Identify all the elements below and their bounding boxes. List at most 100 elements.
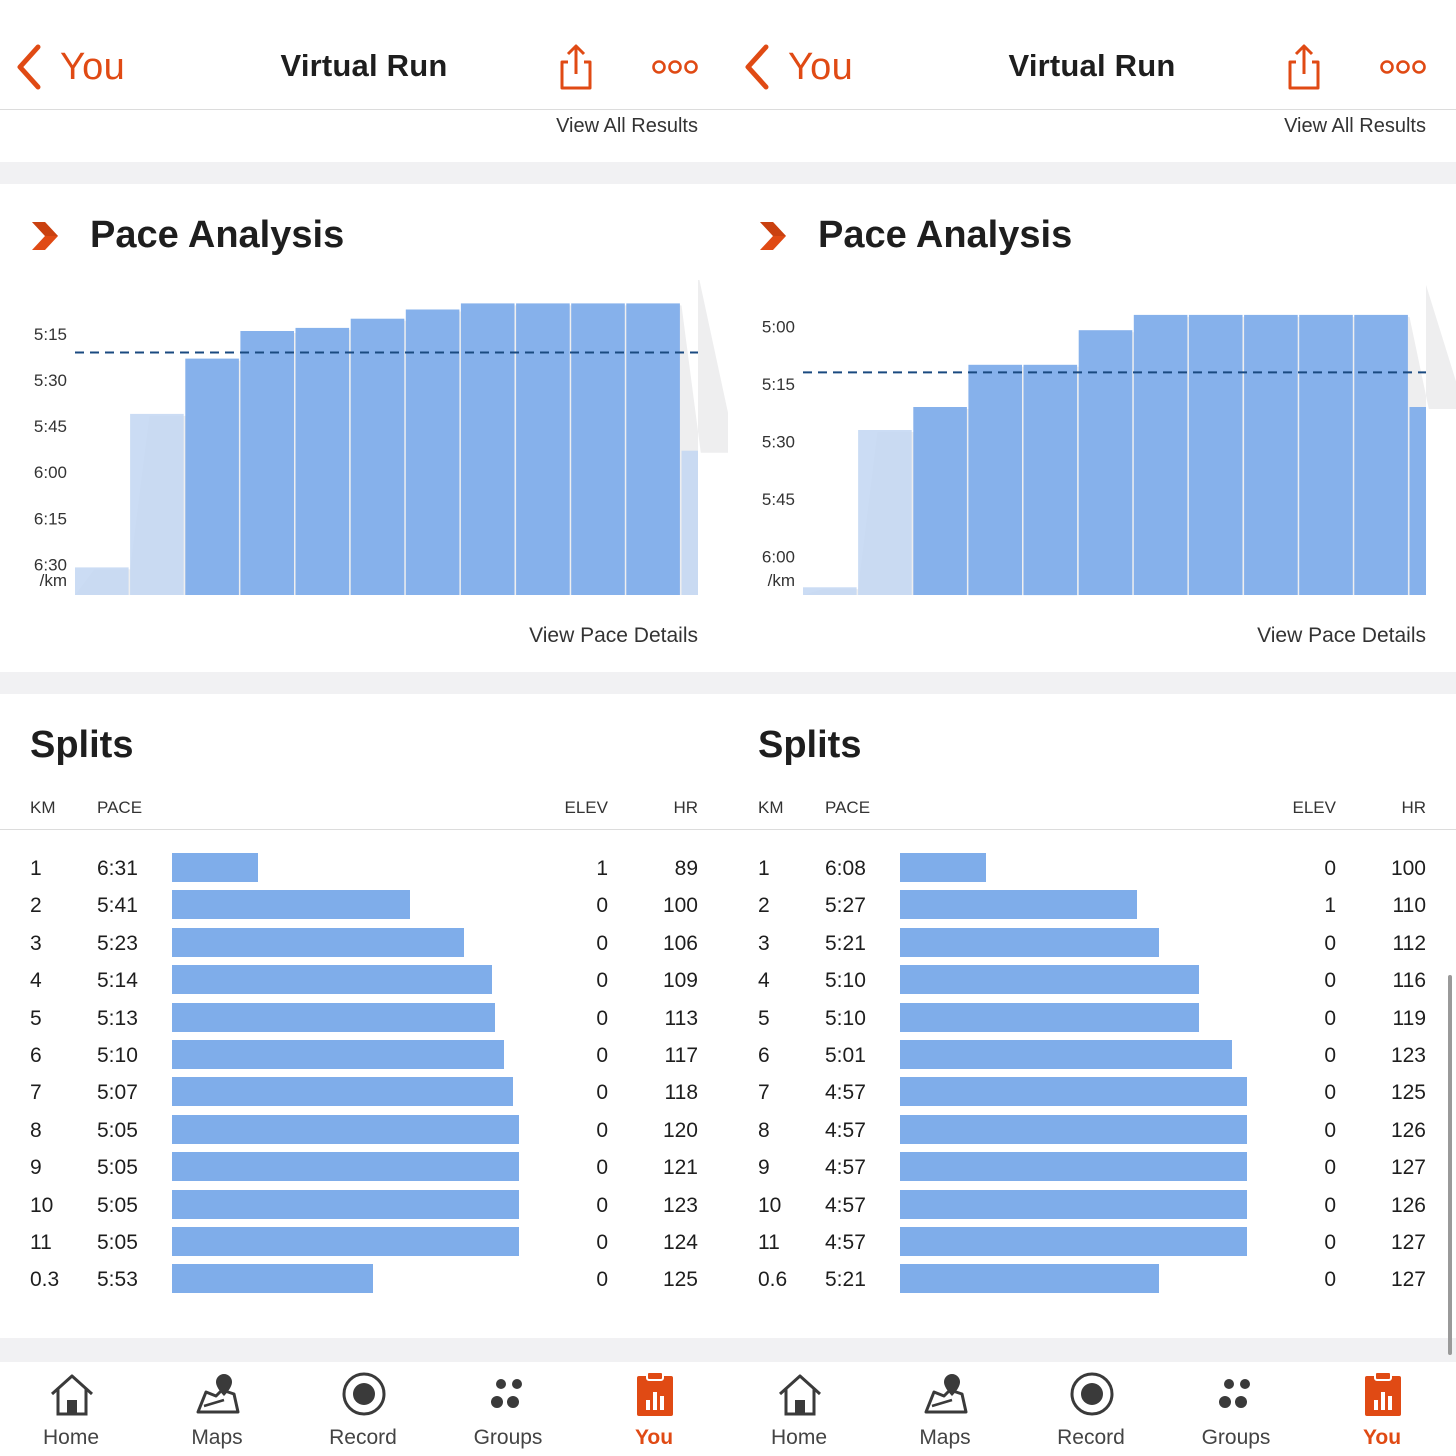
table-row: 8 4:57 0 126 [728,1111,1456,1148]
pace-bar [1354,314,1408,595]
splits-title: Splits [30,724,134,766]
split-pace-bar [172,965,492,995]
pace-chart: 5:00 5:15 5:30 5:45 6:00/km [762,284,1456,596]
split-elev: 0 [596,1231,608,1254]
tab-maps[interactable]: Maps [162,1362,272,1456]
split-elev: 0 [1324,1044,1336,1067]
split-elev: 0 [596,894,608,918]
split-hr: 119 [1392,1006,1426,1030]
share-icon [1284,44,1324,96]
split-hr: 110 [1392,894,1426,918]
back-button[interactable]: You [14,40,125,94]
table-row: 0.6 5:21 0 127 [728,1260,1456,1297]
split-pace: 6:08 [825,857,866,880]
groups-icon [485,1370,533,1418]
tab-you[interactable]: You [1327,1362,1437,1456]
split-hr: 124 [662,1231,698,1254]
split-elev: 0 [1324,1118,1336,1142]
split-elev: 0 [1324,1268,1336,1292]
table-row: 10 5:05 0 123 [0,1186,728,1223]
tab-home[interactable]: Home [744,1362,854,1456]
split-pace: 5:41 [97,894,138,918]
share-button[interactable] [556,42,596,97]
pace-bar [1244,314,1298,595]
more-button[interactable] [1380,58,1426,81]
split-pace-bar [900,1077,1247,1107]
maps-icon [194,1370,242,1418]
table-row: 6 5:01 0 123 [728,1036,1456,1073]
pace-bar [405,309,460,595]
tab-label: Home [770,1426,828,1449]
chevron-left-icon [742,43,772,91]
tab-maps[interactable]: Maps [890,1362,1000,1456]
split-pace-bar [172,1040,504,1069]
section-divider [728,672,1456,694]
tab-record[interactable]: Record [1036,1362,1146,1456]
split-elev: 1 [596,857,608,880]
tab-record[interactable]: Record [308,1362,418,1456]
pace-bar [185,358,239,595]
y-tick-label: 6:00 [34,463,67,482]
view-all-results-link[interactable]: View All Results [1284,115,1426,137]
pace-bar [858,430,912,595]
scrollbar[interactable] [1448,975,1452,1355]
nav-header: You Virtual Run [0,0,728,110]
back-label: You [60,45,126,88]
split-pace-bar [900,965,1200,995]
split-elev: 0 [1324,969,1336,993]
split-pace: 4:57 [825,1118,866,1142]
pace-bar [460,303,515,595]
split-hr: 127 [1390,1156,1426,1180]
activity-panel-right: You Virtual Run View All Results [728,0,1456,1456]
tab-label: Groups [1201,1426,1271,1449]
pace-bar [240,331,294,595]
y-tick-label: 5:30 [762,433,795,452]
split-pace: 4:57 [825,1081,866,1105]
split-hr: 106 [662,931,698,955]
splits-header-row: KM PACE ELEV HR [728,796,1456,830]
section-divider [0,672,728,694]
split-elev: 0 [1324,1006,1336,1030]
share-button[interactable] [1284,42,1324,97]
split-elev: 0 [1324,1081,1336,1105]
split-pace-bar [900,1152,1247,1182]
split-pace: 4:57 [825,1156,866,1180]
more-button[interactable] [652,58,698,81]
y-tick-label: 5:00 [762,317,795,336]
pace-bar [1078,330,1133,595]
split-pace-bar [172,1264,374,1294]
split-pace-bar [900,1227,1247,1256]
split-hr: 100 [1390,857,1426,880]
tab-label: Maps [191,1426,243,1449]
tab-label: You [634,1426,674,1449]
table-row: 9 5:05 0 121 [0,1148,728,1185]
split-pace: 5:01 [825,1044,866,1067]
view-all-results-link[interactable]: View All Results [556,115,698,137]
split-pace: 5:21 [825,931,866,955]
header-km: KM [30,798,56,817]
table-row: 11 5:05 0 124 [0,1223,728,1260]
tab-home[interactable]: Home [16,1362,126,1456]
split-hr: 123 [1390,1044,1426,1067]
back-button[interactable]: You [742,40,853,94]
split-pace-bar [172,1114,519,1144]
split-km: 5 [30,1006,42,1030]
view-pace-details-link[interactable]: View Pace Details [529,624,698,647]
pace-bar [350,318,405,595]
tab-groups[interactable]: Groups [1181,1362,1291,1456]
split-pace-bar [900,1189,1247,1219]
split-pace-bar [172,1002,495,1032]
split-hr: 127 [1390,1268,1426,1292]
splits-header-row: KM PACE ELEV HR [0,796,728,830]
pace-bar [1299,314,1353,595]
you-icon [1359,1370,1407,1418]
header-hr: HR [1401,798,1426,817]
split-elev: 0 [596,1006,608,1030]
split-hr: 118 [664,1081,698,1105]
tab-groups[interactable]: Groups [453,1362,563,1456]
split-km: 4 [30,969,42,993]
table-row: 5 5:10 0 119 [728,999,1456,1036]
view-pace-details-link[interactable]: View Pace Details [1257,624,1426,647]
y-tick-label: 6:30 [34,555,67,574]
tab-you[interactable]: You [599,1362,709,1456]
